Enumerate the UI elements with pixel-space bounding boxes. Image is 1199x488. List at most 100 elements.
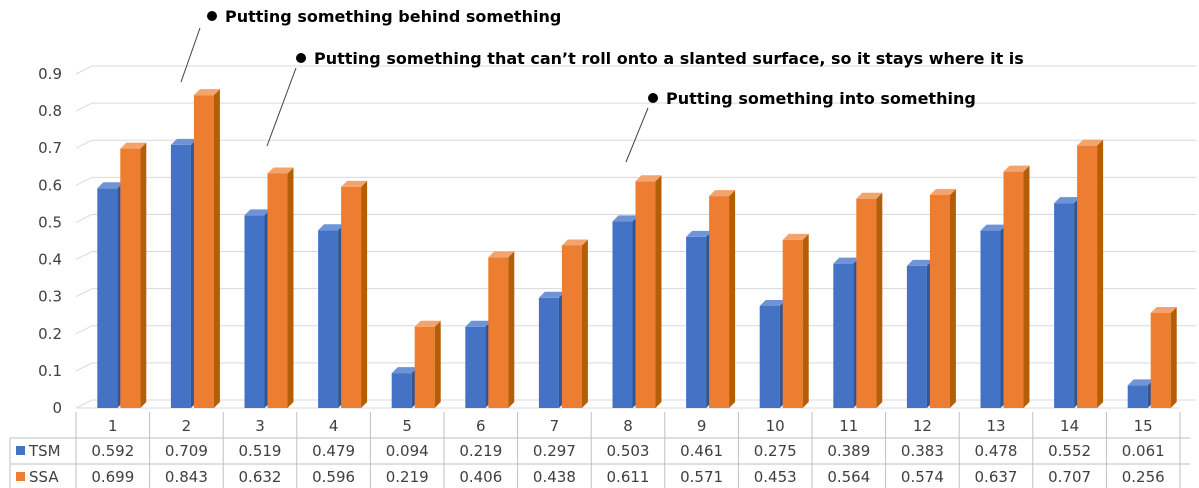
- y-tick-label: 0: [52, 399, 62, 417]
- y-tick-label: 0.6: [38, 176, 62, 194]
- data-label: 0.574: [901, 468, 944, 486]
- bar-ssa-top: [1003, 165, 1030, 172]
- bar-tsm-front: [1054, 203, 1075, 408]
- gridline-depth: [75, 288, 93, 298]
- bar-ssa: [1003, 165, 1030, 408]
- bar-ssa-top: [1150, 306, 1177, 313]
- data-label: 0.383: [901, 442, 944, 460]
- annotation: Putting something behind something: [180, 7, 561, 83]
- bar-ssa-front: [1150, 312, 1171, 408]
- x-tick-label: 6: [476, 417, 486, 435]
- data-label: 0.219: [459, 442, 502, 460]
- data-label: 0.611: [607, 468, 650, 486]
- x-tick-label: 7: [550, 417, 560, 435]
- x-tick-label: 3: [255, 417, 265, 435]
- legend-key-ssa: [16, 472, 25, 481]
- bar-ssa: [193, 89, 220, 409]
- bar-ssa-side: [361, 180, 368, 408]
- gridline-depth: [75, 399, 93, 409]
- x-tick-label: 9: [697, 417, 707, 435]
- bar-ssa-top: [414, 320, 441, 327]
- bar-tsm: [1127, 379, 1154, 408]
- bar-ssa-top: [120, 142, 147, 149]
- bar-tsm: [318, 224, 345, 408]
- annotation-dot: [648, 93, 658, 103]
- bar-ssa-top: [856, 192, 883, 199]
- bar-tsm: [906, 259, 933, 408]
- bar-tsm-top: [833, 257, 860, 264]
- bar-ssa-front: [267, 173, 288, 408]
- data-label: 0.061: [1122, 442, 1165, 460]
- bar-ssa-side: [434, 320, 441, 408]
- x-tick-label: 12: [913, 417, 932, 435]
- data-label: 0.503: [607, 442, 650, 460]
- bar-ssa-front: [709, 196, 730, 408]
- bar-tsm-front: [686, 236, 707, 408]
- bar-ssa: [561, 239, 588, 408]
- bar-tsm: [465, 320, 492, 408]
- annotation-dot: [207, 11, 217, 21]
- bar-ssa-side: [140, 142, 147, 409]
- bar-tsm: [538, 291, 565, 408]
- bar-tsm-front: [170, 144, 191, 409]
- bar-tsm-front: [906, 265, 927, 408]
- bar-ssa-top: [341, 180, 368, 187]
- bar-tsm-top: [170, 138, 197, 145]
- bar-tsm-top: [97, 182, 124, 189]
- bar-tsm-front: [465, 326, 486, 408]
- bar-tsm: [244, 209, 271, 408]
- bar-tsm: [686, 230, 713, 408]
- annotation-leader: [266, 67, 297, 147]
- bar-ssa-side: [1023, 165, 1030, 408]
- data-label: 0.596: [312, 468, 355, 486]
- bar-tsm-front: [759, 305, 780, 408]
- data-label: 0.406: [459, 468, 502, 486]
- bar-tsm: [612, 215, 639, 408]
- bar-ssa-top: [1077, 139, 1104, 146]
- data-label: 0.707: [1048, 468, 1091, 486]
- bar-tsm-top: [318, 224, 345, 231]
- x-tick-label: 5: [402, 417, 412, 435]
- bar-tsm: [980, 224, 1007, 408]
- bar-ssa: [414, 320, 441, 408]
- y-tick-label: 0.5: [38, 213, 62, 231]
- data-label: 0.571: [680, 468, 723, 486]
- data-label: 0.461: [680, 442, 723, 460]
- bar-tsm-front: [1127, 385, 1148, 408]
- y-axis-ticks: 0 0.1 0.2 0.3 0.4 0.5 0.6 0.7 0.8 0.9: [38, 65, 62, 417]
- data-label: 0.637: [975, 468, 1018, 486]
- annotation-leader: [180, 27, 201, 83]
- data-label: 0.453: [754, 468, 797, 486]
- bar-tsm-top: [465, 320, 492, 327]
- x-tick-label: 1: [108, 417, 118, 435]
- bar-ssa-front: [341, 186, 362, 408]
- bar-ssa: [856, 192, 883, 408]
- legend-label: TSM: [28, 442, 61, 460]
- data-label: 0.389: [827, 442, 870, 460]
- bar-ssa-front: [561, 245, 582, 408]
- bar-ssa-top: [635, 175, 662, 182]
- bar-tsm: [1054, 197, 1081, 408]
- bar-tsm-front: [97, 188, 118, 408]
- bar-ssa-front: [414, 326, 435, 408]
- bar-ssa-top: [193, 89, 220, 96]
- data-label: 0.709: [165, 442, 208, 460]
- bar-ssa-front: [1003, 171, 1024, 408]
- gridline-depth: [75, 139, 93, 149]
- y-tick-label: 0.7: [38, 139, 62, 157]
- bar-ssa-side: [949, 188, 956, 408]
- data-label: 0.843: [165, 468, 208, 486]
- y-tick-label: 0.4: [38, 251, 62, 269]
- annotation: Putting something into something: [625, 89, 976, 163]
- bar-tsm-top: [1054, 197, 1081, 204]
- annotation-text: Putting something behind something: [225, 7, 561, 26]
- bar-tsm-top: [980, 224, 1007, 231]
- bar-ssa-top: [929, 188, 956, 195]
- annotations: Putting something behind something Puttin…: [180, 7, 1024, 163]
- data-label: 0.519: [239, 442, 282, 460]
- data-label: 0.699: [91, 468, 134, 486]
- annotation-text: Putting something into something: [666, 89, 976, 108]
- data-label: 0.478: [975, 442, 1018, 460]
- gridline-depth: [75, 102, 93, 112]
